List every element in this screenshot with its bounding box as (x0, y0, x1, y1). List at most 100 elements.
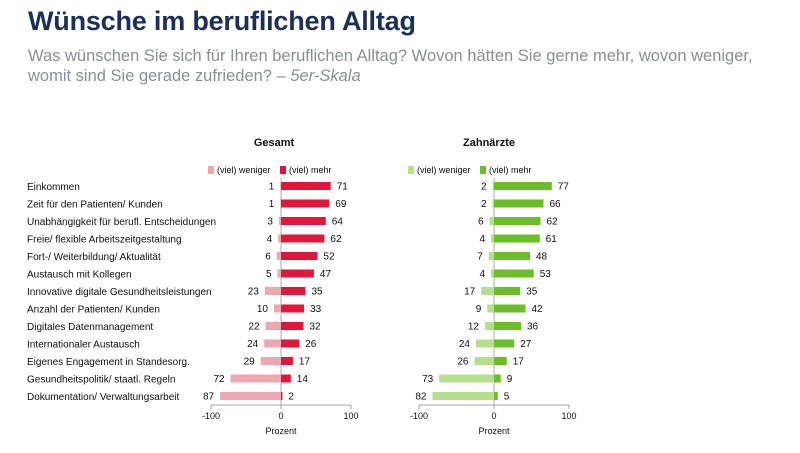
gesamt-bar-mehr (281, 304, 305, 313)
zahnaerzte-bar-weniger (481, 287, 494, 295)
gesamt-bar-mehr (281, 374, 291, 383)
zahnaerzte-bar-mehr (494, 322, 521, 330)
zahnaerzte-value-weniger: 82 (415, 392, 427, 403)
gesamt-bar-mehr (281, 199, 330, 208)
zahnaerzte-value-mehr: 53 (540, 269, 552, 280)
gesamt-value-mehr: 2 (288, 392, 294, 403)
zahnaerzte-value-weniger: 7 (477, 252, 483, 263)
gesamt-value-weniger: 29 (244, 357, 256, 368)
gesamt-value-mehr: 47 (320, 269, 332, 280)
zahnaerzte-value-weniger: 26 (457, 357, 469, 368)
gesamt-bar-mehr (281, 357, 293, 365)
gesamt-x-tick-label: 100 (343, 411, 358, 421)
category-label: Zeit für den Patienten/ Kunden (27, 200, 163, 211)
zahnaerzte-bar-mehr (494, 304, 526, 313)
zahnaerzte-bar-weniger (492, 199, 494, 208)
zahnaerzte-x-tick-label: 0 (491, 411, 496, 421)
gesamt-value-weniger: 72 (213, 374, 225, 385)
gesamt-value-mehr: 64 (332, 217, 344, 228)
gesamt-value-mehr: 33 (310, 304, 322, 315)
gesamt-value-weniger: 1 (269, 199, 275, 210)
zahnaerzte-x-axis-label: Prozent (478, 426, 510, 436)
gesamt-bar-weniger (230, 374, 281, 383)
zahnaerzte-legend-swatch-mehr (480, 166, 486, 174)
gesamt-value-weniger: 23 (248, 287, 260, 298)
gesamt-bar-mehr (281, 217, 326, 225)
zahnaerzte-bar-mehr (494, 357, 507, 365)
subtitle-question: Was wünschen Sie sich für Ihren beruflic… (28, 47, 753, 85)
category-label: Innovative digitale Gesundheitsleistunge… (27, 287, 212, 298)
gesamt-x-tick-label: -100 (202, 411, 220, 421)
category-label: Austausch mit Kollegen (27, 270, 132, 281)
gesamt-value-weniger: 4 (267, 234, 273, 245)
zahnaerzte-value-weniger: 4 (479, 234, 485, 245)
gesamt-bar-weniger (260, 357, 281, 365)
gesamt-bar-weniger (265, 322, 281, 330)
zahnaerzte-bar-mehr (494, 392, 498, 400)
gesamt-bar-weniger (220, 392, 281, 400)
gesamt-x-tick-label: 0 (278, 411, 283, 421)
gesamt-value-weniger: 6 (265, 252, 271, 263)
zahnaerzte-bar-weniger (485, 322, 494, 330)
category-label: Anzahl der Patienten/ Kunden (27, 305, 160, 316)
zahnaerzte-value-weniger: 9 (476, 304, 482, 315)
category-label: Internationaler Austausch (27, 340, 140, 351)
zahnaerzte-value-weniger: 4 (479, 269, 485, 280)
zahnaerzte-bar-mehr (494, 199, 544, 208)
zahnaerzte-bar-mehr (494, 339, 515, 348)
gesamt-x-axis-label: Prozent (265, 426, 297, 436)
gesamt-bar-weniger (264, 339, 281, 348)
gesamt-value-mehr: 17 (299, 357, 311, 368)
zahnaerzte-bar-mehr (494, 269, 534, 278)
zahnaerzte-bar-weniger (487, 304, 494, 313)
zahnaerzte-value-weniger: 73 (422, 374, 434, 385)
gesamt-value-weniger: 10 (257, 304, 269, 315)
gesamt-value-weniger: 3 (267, 217, 273, 228)
zahnaerzte-value-mehr: 27 (520, 339, 532, 350)
zahnaerzte-value-mehr: 61 (546, 234, 558, 245)
gesamt-bar-mehr (281, 182, 331, 190)
page-title: Wünsche im beruflichen Alltag (28, 6, 416, 36)
gesamt-value-weniger: 22 (248, 322, 260, 333)
category-label: Gesundheitspolitik/ staatl. Regeln (27, 375, 175, 386)
gesamt-value-mehr: 62 (330, 234, 342, 245)
gesamt-bar-mehr (281, 392, 283, 400)
zahnaerzte-value-mehr: 48 (536, 252, 548, 263)
zahnaerzte-bar-mehr (494, 374, 501, 383)
gesamt-bar-weniger (277, 269, 281, 278)
zahnaerzte-x-tick-label: -100 (410, 411, 428, 421)
zahnaerzte-value-mehr: 17 (513, 357, 525, 368)
zahnaerzte-bar-weniger (491, 234, 494, 243)
gesamt-chart-title: Gesamt (254, 137, 295, 149)
zahnaerzte-bar-mehr (494, 217, 541, 225)
zahnaerzte-value-weniger: 17 (464, 287, 476, 298)
gesamt-value-mehr: 14 (297, 374, 309, 385)
zahnaerzte-value-mehr: 35 (526, 287, 538, 298)
zahnaerzte-bar-weniger (476, 339, 494, 348)
gesamt-value-mehr: 35 (312, 287, 324, 298)
zahnaerzte-value-mehr: 77 (558, 182, 570, 193)
zahnaerzte-legend-weniger: (viel) weniger (417, 165, 471, 175)
zahnaerzte-value-weniger: 6 (478, 217, 484, 228)
zahnaerzte-bar-weniger (491, 269, 494, 278)
category-label: Freie/ flexible Arbeitszeitgestaltung (27, 235, 182, 246)
gesamt-bar-mehr (281, 287, 306, 295)
gesamt-legend-swatch-mehr (280, 166, 286, 174)
category-label: Unabhängigkeit für berufl. Entscheidunge… (27, 217, 216, 228)
gesamt-legend-weniger: (viel) weniger (217, 165, 271, 175)
gesamt-bar-weniger (280, 182, 281, 190)
category-label: Einkommen (27, 182, 80, 193)
gesamt-legend-swatch-weniger (208, 166, 214, 174)
zahnaerzte-bar-weniger (489, 217, 494, 225)
zahnaerzte-chart-title: Zahnärzte (463, 137, 515, 149)
zahnaerzte-value-weniger: 24 (459, 339, 471, 350)
zahnaerzte-value-weniger: 12 (468, 322, 480, 333)
zahnaerzte-bar-mehr (494, 182, 552, 190)
subtitle-scale: 5er-Skala (290, 67, 361, 85)
gesamt-bar-weniger (278, 217, 281, 225)
gesamt-value-mehr: 32 (309, 322, 321, 333)
zahnaerzte-value-mehr: 9 (507, 374, 513, 385)
zahnaerzte-value-mehr: 36 (527, 322, 539, 333)
gesamt-legend-mehr: (viel) mehr (289, 165, 332, 175)
gesamt-bar-weniger (276, 252, 281, 260)
